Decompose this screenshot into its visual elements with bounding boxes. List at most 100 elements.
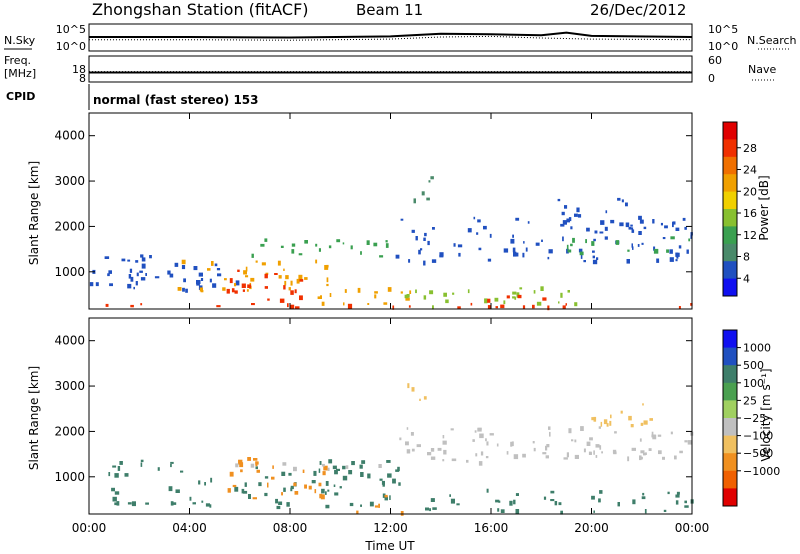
cell <box>593 510 595 513</box>
cell <box>267 482 269 488</box>
power-ylabel: Slant Range [km] <box>27 161 41 265</box>
cell <box>512 291 517 295</box>
cell <box>344 289 347 293</box>
cell <box>675 500 679 505</box>
colorbar-swatch <box>723 139 737 158</box>
colorbar-swatch <box>723 435 737 454</box>
cell <box>541 239 543 242</box>
cell <box>513 454 519 460</box>
cell <box>154 276 160 279</box>
cell <box>246 289 249 292</box>
cell <box>357 287 361 293</box>
cell <box>560 510 563 515</box>
cell <box>409 290 412 294</box>
colorbar-tick-label: 16 <box>743 207 757 220</box>
freq-left-tick-bottom: 8 <box>79 72 86 85</box>
cell <box>318 248 321 252</box>
colorbar-tick-label: −25 <box>743 412 766 425</box>
cell <box>666 249 669 253</box>
cell <box>283 285 286 290</box>
cell <box>591 495 595 500</box>
power-data <box>89 176 693 311</box>
cell <box>169 273 174 278</box>
cell <box>669 257 674 262</box>
cell <box>547 305 550 311</box>
cell <box>121 258 126 262</box>
cell <box>450 498 455 504</box>
cell <box>133 286 135 290</box>
cell <box>533 290 536 294</box>
cell <box>171 502 177 505</box>
cell <box>342 242 345 245</box>
cell <box>264 492 268 497</box>
cell <box>592 259 598 265</box>
cell <box>334 469 338 475</box>
cell <box>522 305 526 310</box>
cell <box>284 280 287 286</box>
cell <box>560 292 563 298</box>
cell <box>525 247 528 252</box>
cell <box>141 257 146 262</box>
colorbar-swatch <box>723 174 737 193</box>
cell <box>640 422 644 426</box>
cell <box>644 509 647 514</box>
cell <box>347 303 353 309</box>
cell <box>342 465 346 470</box>
cell <box>437 447 442 451</box>
cell <box>295 306 300 310</box>
cell <box>594 230 598 234</box>
cell <box>591 417 596 421</box>
cell <box>570 226 573 230</box>
cell <box>255 466 258 470</box>
cell <box>662 237 666 240</box>
cell <box>642 403 644 406</box>
cell <box>619 222 624 227</box>
cell <box>250 463 255 468</box>
cell <box>642 492 645 496</box>
cell <box>474 430 477 433</box>
cell <box>336 239 341 243</box>
cell <box>423 260 426 266</box>
cell <box>334 492 339 496</box>
cell <box>238 459 243 465</box>
cell <box>291 243 296 247</box>
cell <box>549 431 551 437</box>
cell <box>682 217 686 221</box>
cell <box>245 275 249 278</box>
cell <box>614 431 617 434</box>
noise-left-tick-top: 10^5 <box>56 23 86 36</box>
cell <box>527 221 530 224</box>
cell <box>546 444 550 448</box>
cell <box>112 496 117 502</box>
cell <box>127 259 131 262</box>
cell <box>198 480 201 485</box>
cell <box>374 505 379 508</box>
cell <box>245 266 248 272</box>
cell <box>648 448 652 451</box>
cell <box>291 249 295 254</box>
cell <box>620 410 623 414</box>
cell <box>89 282 94 287</box>
cell <box>439 252 444 257</box>
cell <box>640 450 645 454</box>
cell <box>662 456 665 460</box>
cell <box>496 443 499 447</box>
cell <box>304 484 307 489</box>
cell <box>415 289 417 294</box>
cell <box>112 465 117 468</box>
cell <box>429 290 434 295</box>
cell <box>315 243 318 247</box>
cell <box>327 489 330 492</box>
cell <box>515 493 519 496</box>
cell <box>423 396 427 400</box>
cell <box>234 290 238 294</box>
cell <box>519 287 523 290</box>
cell <box>495 499 500 503</box>
freq-label: Freq. <box>4 54 31 67</box>
cell <box>128 274 132 279</box>
cell <box>483 225 487 230</box>
cell <box>487 305 491 309</box>
cell <box>617 502 620 507</box>
station-title: Zhongshan Station (fitACF) <box>92 0 309 19</box>
cell <box>272 465 274 469</box>
